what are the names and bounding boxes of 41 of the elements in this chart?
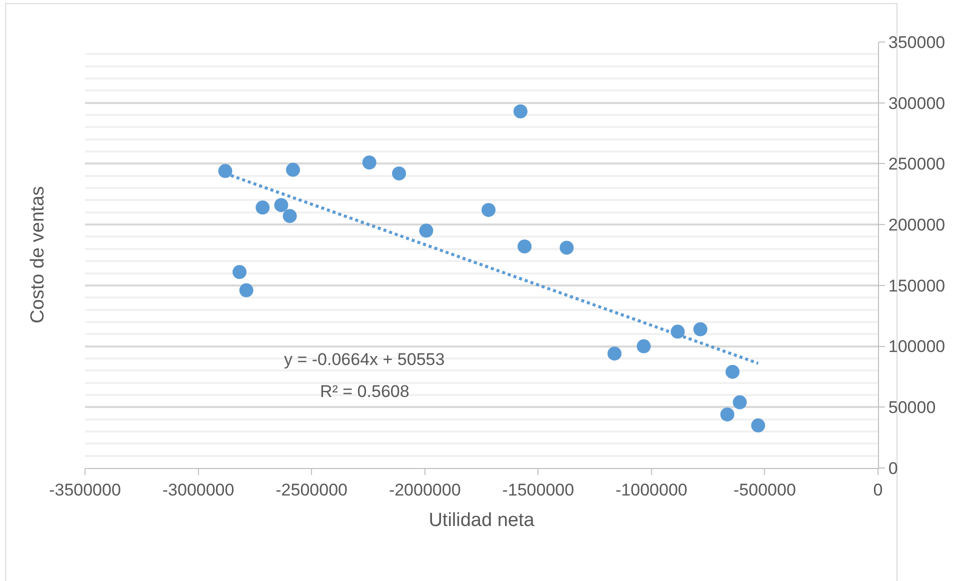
y-axis-title: Costo de ventas — [27, 186, 48, 324]
x-axis-title: Utilidad neta — [428, 510, 535, 532]
point — [256, 200, 270, 215]
y-tick-label: 150000 — [888, 276, 946, 296]
x-tick-label: -500000 — [734, 480, 796, 500]
point — [239, 283, 254, 298]
x-tick-label: -2500000 — [276, 480, 348, 500]
point — [720, 407, 734, 422]
y-tick-label: 350000 — [888, 32, 946, 52]
point — [482, 202, 496, 217]
point — [560, 240, 574, 255]
x-tick-label: -1500000 — [502, 480, 574, 500]
point — [693, 322, 708, 336]
y-tick-label: 0 — [888, 458, 898, 478]
x-tick-label: -1000000 — [616, 480, 688, 500]
point — [518, 239, 532, 254]
point — [282, 209, 297, 224]
annotation: R² = 0.5608 — [320, 382, 410, 401]
point — [286, 162, 300, 177]
point — [419, 224, 434, 238]
point — [726, 364, 740, 379]
x-tick-label: -2000000 — [388, 480, 461, 500]
point — [636, 339, 651, 354]
annotation: y = -0.0664x + 50553 — [284, 350, 445, 369]
point — [608, 346, 622, 361]
point — [392, 166, 406, 180]
y-tick-label: 200000 — [888, 216, 946, 235]
point — [218, 164, 232, 178]
point — [732, 395, 747, 410]
y-tick-label: 50000 — [888, 398, 936, 418]
y-tick-label: 250000 — [888, 154, 946, 174]
y-tick-label: 300000 — [888, 94, 946, 113]
point — [751, 418, 766, 432]
point — [362, 156, 376, 170]
point — [232, 265, 247, 280]
point — [274, 198, 288, 212]
point — [513, 104, 528, 118]
x-tick-label: -3500000 — [49, 480, 121, 500]
y-tick-label: 100000 — [888, 337, 946, 356]
x-tick-label: 0 — [873, 480, 883, 500]
x-tick-label: -3000000 — [162, 480, 234, 500]
